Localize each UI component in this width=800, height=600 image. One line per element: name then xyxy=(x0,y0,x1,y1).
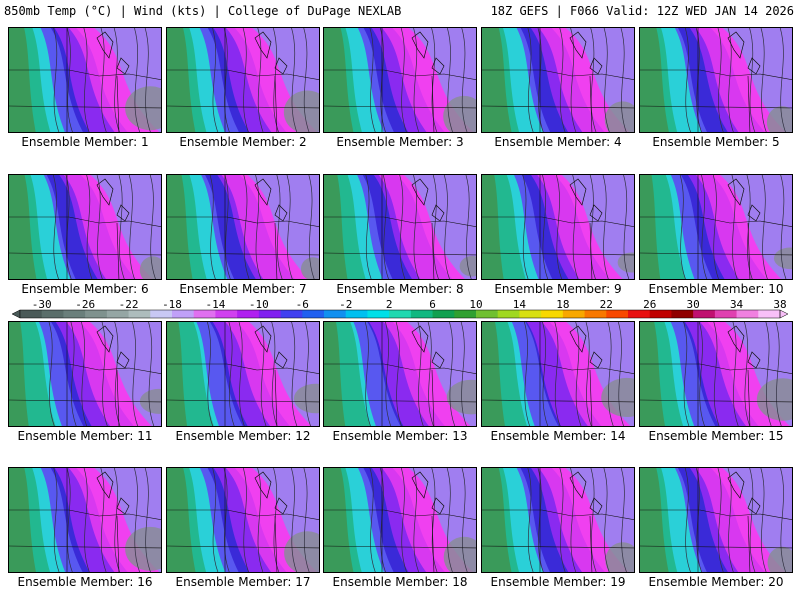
colorbar-tick-label: 34 xyxy=(730,300,744,311)
colorbar-swatch xyxy=(63,310,86,318)
ensemble-member-map xyxy=(323,174,477,280)
ensemble-member-label: Ensemble Member: 1 xyxy=(21,135,149,149)
ensemble-member-map xyxy=(639,467,793,573)
colorbar-swatch xyxy=(324,310,347,318)
ensemble-member-map xyxy=(8,27,162,133)
ensemble-member-map xyxy=(481,174,635,280)
colorbar-swatch xyxy=(432,310,455,318)
ensemble-member-label: Ensemble Member: 4 xyxy=(494,135,622,149)
colorbar-tick-label: -6 xyxy=(296,300,309,311)
ensemble-member-map xyxy=(323,321,477,427)
colorbar-swatch xyxy=(628,310,651,318)
ensemble-member-map xyxy=(481,321,635,427)
colorbar-swatch xyxy=(20,310,43,318)
ensemble-member-label: Ensemble Member: 18 xyxy=(332,575,468,589)
colorbar-swatch xyxy=(41,310,64,318)
ensemble-member-map xyxy=(639,321,793,427)
colorbar-swatch xyxy=(237,310,260,318)
ensemble-member-map xyxy=(639,174,793,280)
colorbar-swatch xyxy=(519,310,542,318)
colorbar-swatch xyxy=(367,310,390,318)
ensemble-member-label: Ensemble Member: 11 xyxy=(17,429,153,443)
colorbar-tick-label: -22 xyxy=(119,300,139,311)
colorbar-swatch xyxy=(714,310,738,318)
ensemble-member-label: Ensemble Member: 16 xyxy=(17,575,153,589)
ensemble-member-map xyxy=(166,27,320,133)
ensemble-member-label: Ensemble Member: 3 xyxy=(336,135,464,149)
ensemble-member-map xyxy=(481,467,635,573)
ensemble-member-label: Ensemble Member: 5 xyxy=(652,135,780,149)
colorbar-swatch xyxy=(215,310,238,318)
ensemble-member-map xyxy=(166,174,320,280)
colorbar-tick-label: -30 xyxy=(32,300,52,311)
colorbar: -30 -26 -22 -18 -14 -10 -6 -2 2 6 10 14 18 22 26 30 34 38… xyxy=(12,300,788,319)
colorbar-swatch xyxy=(541,310,564,318)
colorbar-tick-label: -26 xyxy=(75,300,95,311)
ensemble-member-label: Ensemble Member: 7 xyxy=(179,282,307,296)
ensemble-member-label: Ensemble Member: 13 xyxy=(332,429,468,443)
colorbar-left-arrow xyxy=(12,309,21,319)
ensemble-member-label: Ensemble Member: 9 xyxy=(494,282,622,296)
colorbar-tick-label: 18 xyxy=(556,300,569,311)
colorbar-tick-label: 10 xyxy=(469,300,482,311)
colorbar-tick-label: 26 xyxy=(643,300,656,311)
ensemble-member-label: Ensemble Member: 10 xyxy=(648,282,784,296)
colorbar-swatch xyxy=(280,310,303,318)
colorbar-tick-label: 30 xyxy=(687,300,700,311)
ensemble-member-label: Ensemble Member: 19 xyxy=(490,575,626,589)
header-title: 850mb Temp (°C) | Wind (kts) | College o… xyxy=(4,4,402,18)
colorbar-right-arrow xyxy=(779,309,788,319)
colorbar-swatch xyxy=(562,310,586,318)
colorbar-swatch xyxy=(497,310,520,318)
colorbar-tick-label: -18 xyxy=(162,300,182,311)
colorbar-swatch xyxy=(193,310,216,318)
colorbar-swatch xyxy=(736,310,759,318)
ensemble-member-map xyxy=(8,174,162,280)
colorbar-tick-label: 38 xyxy=(773,300,786,311)
colorbar-swatch xyxy=(758,310,781,318)
colorbar-swatch xyxy=(150,310,173,318)
colorbar-swatch xyxy=(454,310,477,318)
ensemble-member-label: Ensemble Member: 6 xyxy=(21,282,149,296)
colorbar-swatch xyxy=(584,310,607,318)
colorbar-swatch xyxy=(302,310,325,318)
colorbar-swatch xyxy=(85,310,108,318)
ensemble-member-map xyxy=(323,27,477,133)
colorbar-tick-label: 2 xyxy=(386,300,393,311)
ensemble-member-map xyxy=(639,27,793,133)
ensemble-member-map xyxy=(481,27,635,133)
ensemble-member-label: Ensemble Member: 8 xyxy=(336,282,464,296)
colorbar-swatch xyxy=(410,310,434,318)
colorbar-swatch xyxy=(258,310,282,318)
ensemble-member-label: Ensemble Member: 2 xyxy=(179,135,307,149)
ensemble-member-label: Ensemble Member: 14 xyxy=(490,429,626,443)
colorbar-swatch xyxy=(693,310,716,318)
colorbar-swatch xyxy=(389,310,412,318)
colorbar-swatch xyxy=(172,310,195,318)
colorbar-swatch xyxy=(476,310,499,318)
colorbar-tick-label: 14 xyxy=(513,300,527,311)
colorbar-swatch xyxy=(345,310,368,318)
colorbar-swatch xyxy=(671,310,694,318)
colorbar-swatch xyxy=(106,310,130,318)
ensemble-member-label: Ensemble Member: 15 xyxy=(648,429,784,443)
ensemble-member-map xyxy=(323,467,477,573)
ensemble-member-map xyxy=(166,321,320,427)
ensemble-member-label: Ensemble Member: 12 xyxy=(175,429,311,443)
ensemble-member-label: Ensemble Member: 20 xyxy=(648,575,784,589)
colorbar-swatch xyxy=(128,310,151,318)
colorbar-swatch xyxy=(606,310,629,318)
ensemble-member-label: Ensemble Member: 17 xyxy=(175,575,311,589)
colorbar-tick-label: 6 xyxy=(429,300,436,311)
colorbar-tick-label: -2 xyxy=(339,300,352,311)
ensemble-member-map xyxy=(8,321,162,427)
colorbar-tick-label: -14 xyxy=(205,300,225,311)
colorbar-tick-label: -10 xyxy=(249,300,269,311)
colorbar-swatch xyxy=(649,310,672,318)
header-valid-time: 18Z GEFS | F066 Valid: 12Z WED JAN 14 20… xyxy=(490,4,794,18)
ensemble-member-map xyxy=(166,467,320,573)
colorbar-tick-label: 22 xyxy=(600,300,613,311)
ensemble-member-map xyxy=(8,467,162,573)
